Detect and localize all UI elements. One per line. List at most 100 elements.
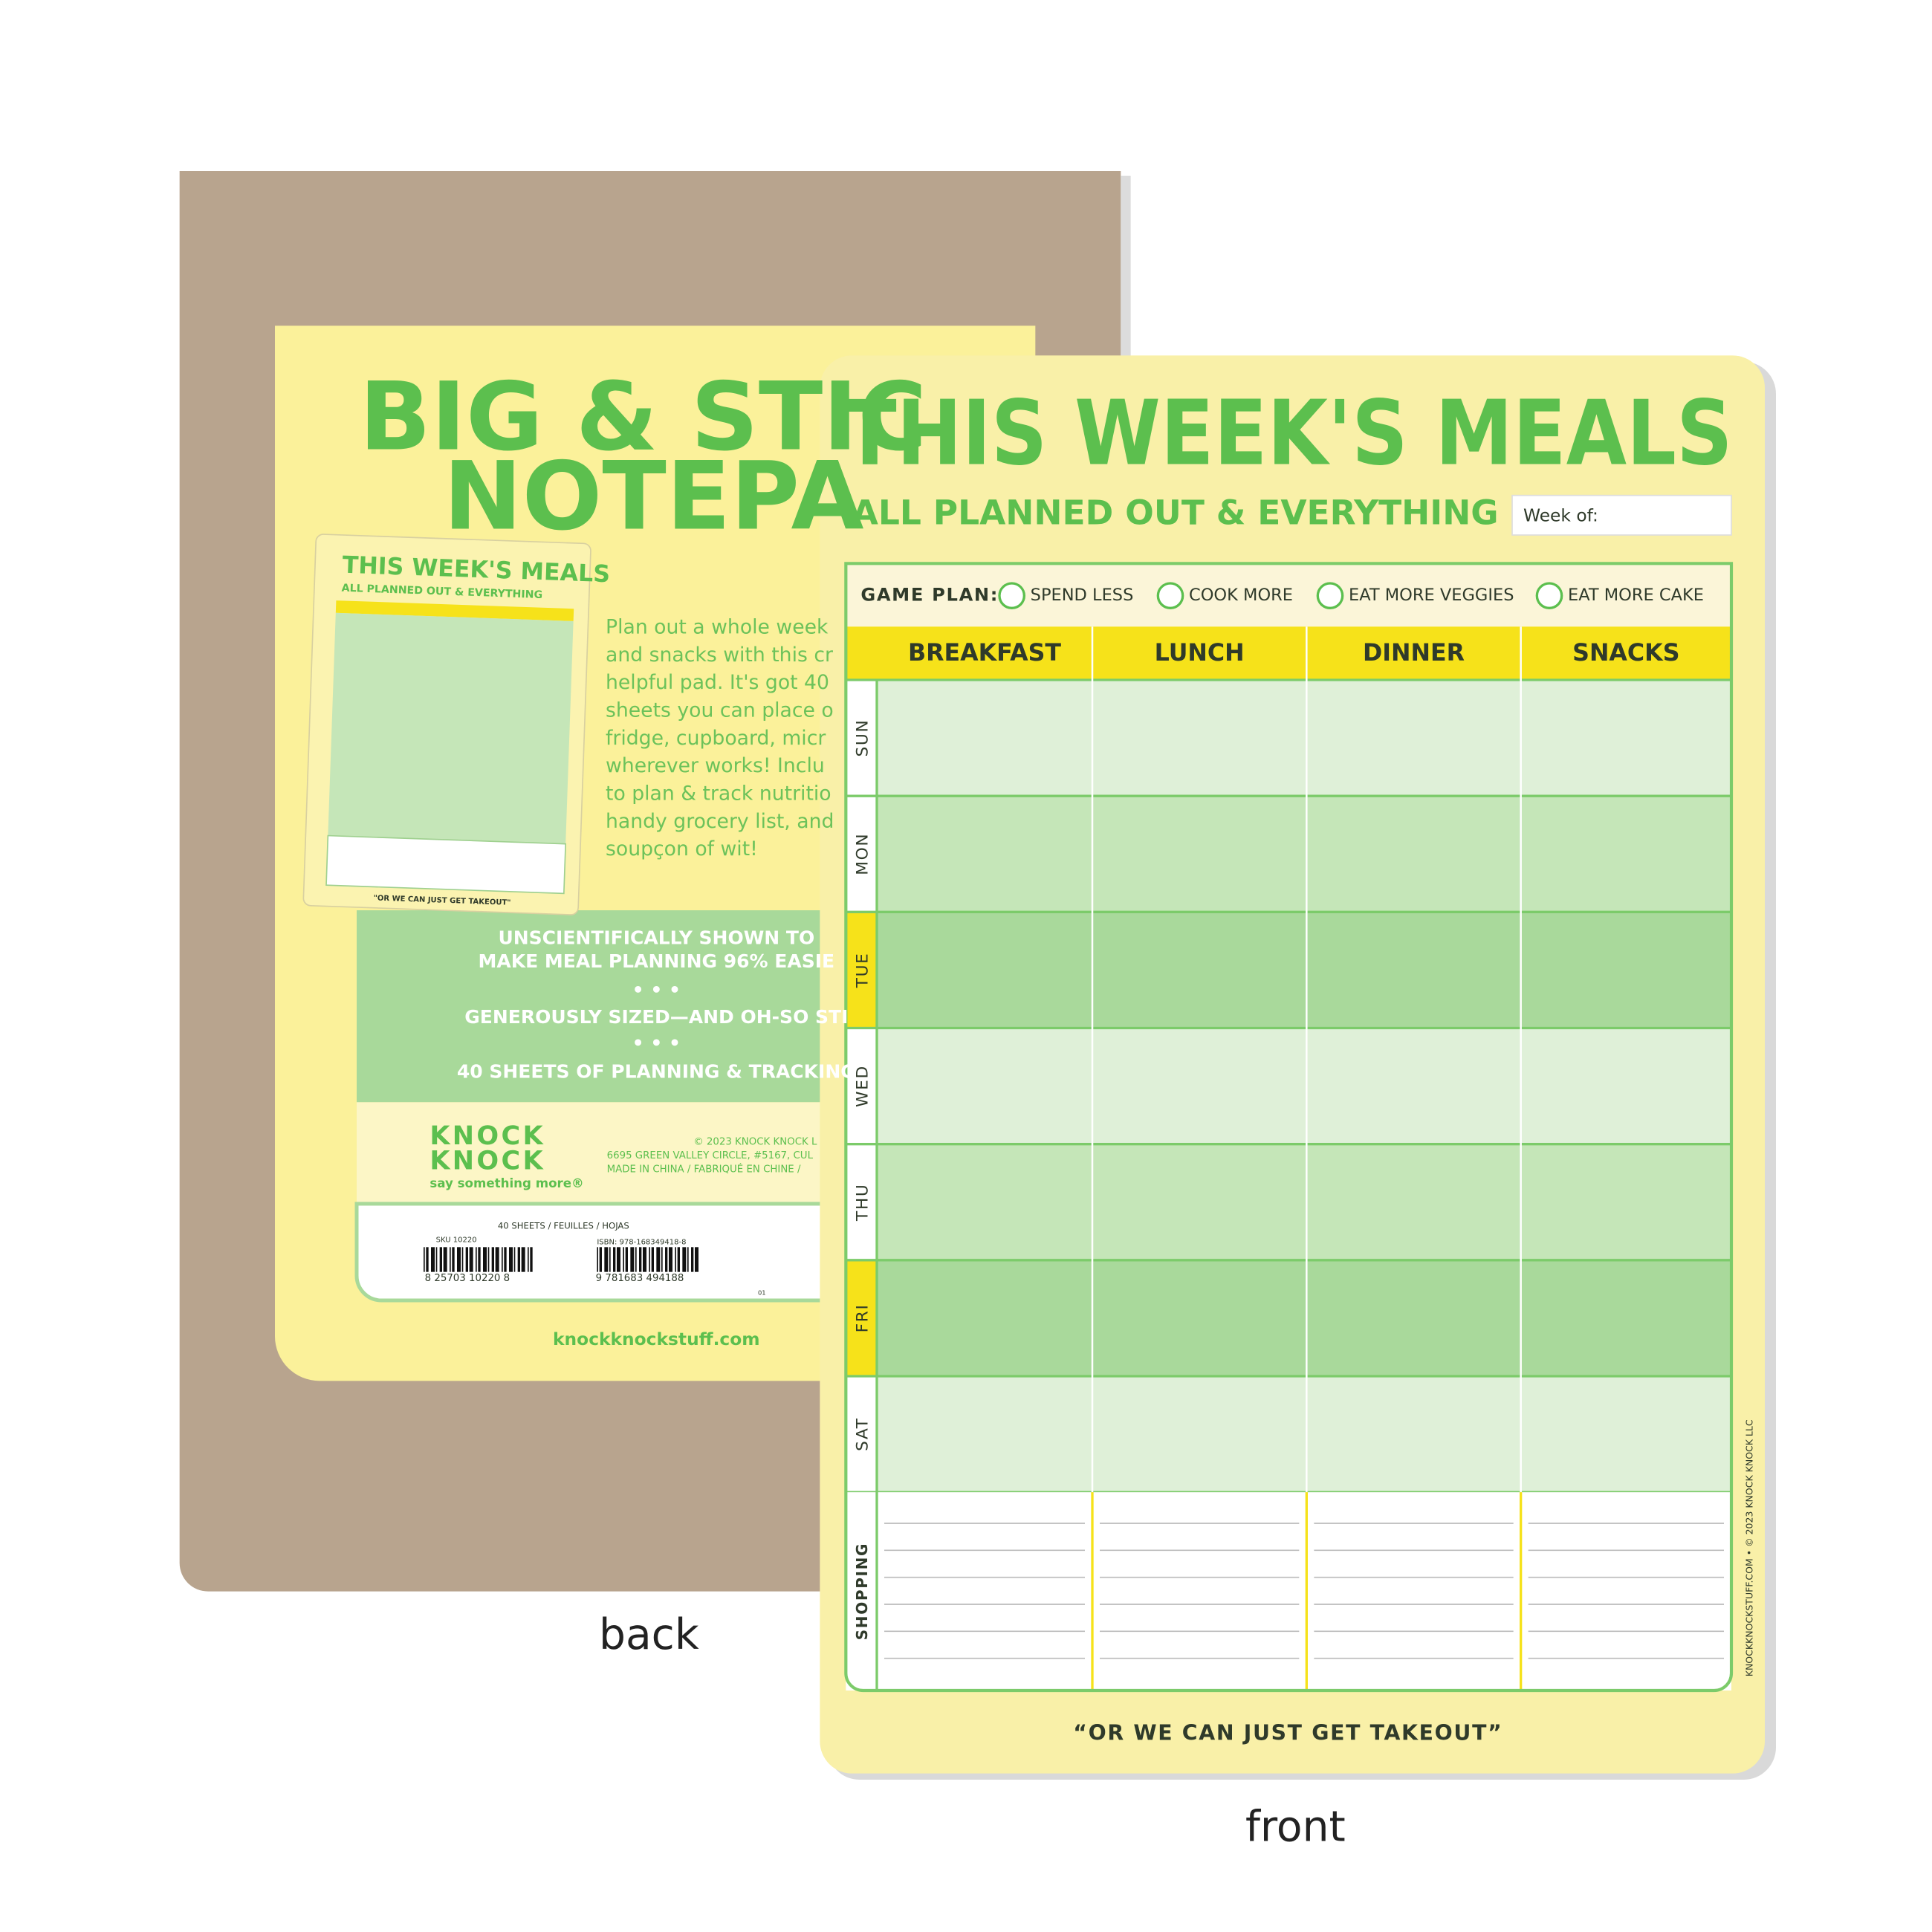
day-row [877, 1028, 1731, 1144]
day-row [877, 1144, 1731, 1260]
barcode-bar [599, 1247, 602, 1272]
day-row [877, 1375, 1731, 1493]
barcode-bar [435, 1247, 438, 1272]
code: 01 [758, 1289, 766, 1297]
day-row [877, 796, 1731, 912]
option-label: SPEND LESS [1031, 586, 1134, 605]
legal-line: 6695 GREEN VALLEY CIRCLE, #5167, CUL [607, 1150, 814, 1161]
barcode-bar [443, 1247, 447, 1272]
barcode-bar [452, 1247, 455, 1272]
day-cell [846, 796, 877, 912]
barcode-bar [450, 1247, 451, 1272]
barcode-bar [682, 1247, 687, 1272]
column-header: LUNCH [1155, 640, 1245, 667]
barcode-bar [643, 1247, 646, 1272]
legal-line: © 2023 KNOCK KNOCK L [693, 1137, 817, 1148]
barcode-bar [630, 1247, 635, 1272]
feature-line: 40 SHEETS OF PLANNING & TRACKING [457, 1060, 856, 1082]
option-checkbox [1156, 582, 1184, 610]
column-header: DINNER [1363, 640, 1465, 667]
description-line: and snacks with this cr [606, 644, 833, 667]
barcode-number: 8 25703 10220 8 [425, 1273, 510, 1284]
column-header: SNACKS [1572, 640, 1679, 667]
front-footer: “OR WE CAN JUST GET TAKEOUT” [1073, 1720, 1503, 1745]
grid-frame [844, 562, 1734, 1693]
barcode-bar [487, 1247, 490, 1272]
barcode-bar [431, 1247, 435, 1272]
barcode-bar [439, 1247, 442, 1272]
day-cell [846, 1028, 877, 1144]
barcode-bar [609, 1247, 611, 1272]
game-plan-label: GAME PLAN: [860, 585, 999, 606]
barcode-bar [649, 1247, 650, 1272]
barcode-bar [530, 1247, 533, 1272]
week-of: Week of: [1523, 505, 1598, 526]
barcode-bar [509, 1247, 513, 1272]
day-cell [846, 680, 877, 797]
day-label: TUE [854, 953, 872, 989]
option-checkbox [1535, 582, 1563, 610]
day-row [877, 912, 1731, 1028]
day-label: SAT [854, 1417, 872, 1451]
mini-header [335, 600, 574, 621]
barcode-bar [491, 1247, 494, 1272]
barcode-bar [495, 1247, 499, 1272]
barcode-bar [687, 1247, 689, 1272]
feature-line: UNSCIENTIFICALLY SHOWN TO [498, 927, 814, 948]
option-checkbox [1316, 582, 1344, 610]
day-row [877, 680, 1731, 797]
day-cell [846, 1375, 877, 1493]
description-line: Plan out a whole week [606, 616, 829, 639]
game-plan-row [846, 563, 1731, 627]
description-line: soupçon of wit! [606, 837, 758, 860]
feature-line: MAKE MEAL PLANNING 96% EASIE [479, 950, 835, 972]
barcode-bar [504, 1247, 507, 1272]
description-line: fridge, cupboard, micr [606, 727, 826, 750]
description-line: handy grocery list, and [606, 810, 834, 833]
sheets-text: 40 SHEETS / FEUILLES / HOJAS [498, 1221, 629, 1231]
description-line: helpful pad. It's got 40 [606, 671, 829, 694]
day-row [877, 1260, 1731, 1376]
shopping-area [846, 1492, 1731, 1690]
barcode-bar [669, 1247, 672, 1272]
feature-line: • • • [632, 1032, 681, 1054]
mini-grid [328, 612, 574, 844]
day-label: SUN [854, 719, 872, 757]
option-label: COOK MORE [1189, 586, 1293, 605]
brand-logo: KNOCK [429, 1146, 545, 1176]
back-title: NOTEPA [444, 441, 864, 551]
barcode-bar [651, 1247, 654, 1272]
barcode-bar [639, 1247, 642, 1272]
day-cell [846, 1260, 877, 1376]
website: knockknockstuff.com [553, 1329, 760, 1349]
day-label: THU [854, 1184, 872, 1222]
barcode-bar [476, 1247, 477, 1272]
barcode-bar [424, 1247, 425, 1272]
mini-shopping [325, 834, 567, 895]
header-row [846, 626, 1731, 680]
barcode-bar [656, 1247, 661, 1272]
barcode-bar [635, 1247, 637, 1272]
shopping-label: SHOPPING [853, 1543, 871, 1640]
option-label: EAT MORE CAKE [1568, 586, 1704, 605]
feature-line: • • • [632, 979, 681, 1000]
tagline: say something more® [429, 1176, 583, 1190]
barcode-bar [528, 1247, 529, 1272]
barcode-bar [478, 1247, 481, 1272]
front-title: THIS WEEK'S MEALS [843, 382, 1733, 485]
back-label: back [599, 1610, 699, 1659]
barcode-bar [623, 1247, 624, 1272]
barcode-bar [502, 1247, 503, 1272]
barcode-bar [625, 1247, 628, 1272]
front-subtitle: ALL PLANNED OUT & EVERYTHING [852, 493, 1499, 532]
day-cell [846, 912, 877, 1028]
barcode-bar [597, 1247, 598, 1272]
barcode-bar [465, 1247, 468, 1272]
side-text: KNOCKKNOCKSTUFF.COM • © 2023 KNOCK KNOCK… [1744, 1419, 1755, 1676]
barcode-bar [483, 1247, 487, 1272]
meal-grid: GAME PLAN: SPEND LESS COOK MORE EAT MORE VE… [844, 562, 1734, 1693]
feature-line: GENEROUSLY SIZED—AND OH-SO STI [464, 1006, 848, 1028]
sku: SKU 10220 [436, 1236, 477, 1244]
